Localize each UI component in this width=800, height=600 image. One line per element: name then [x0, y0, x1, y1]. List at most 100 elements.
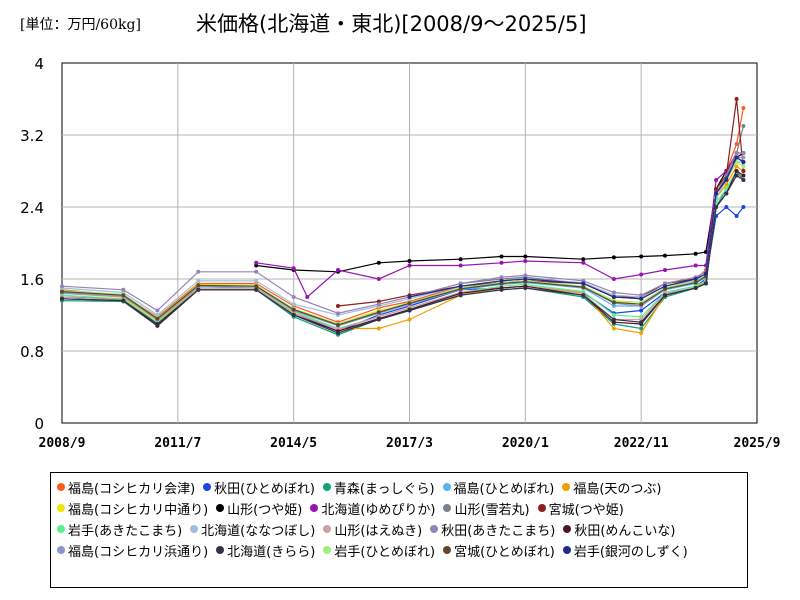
data-point [499, 287, 504, 292]
data-point [155, 322, 160, 326]
legend-item: 山形(雪若丸) [443, 500, 530, 518]
legend-marker [310, 504, 319, 512]
data-point [693, 277, 698, 281]
x-tick-label: 2022/11 [614, 436, 669, 451]
y-tick-label: 3.2 [20, 127, 44, 145]
legend-item: 宮城(つや姫) [537, 500, 624, 518]
series-layer [60, 97, 746, 337]
legend-marker [562, 546, 571, 554]
data-point [336, 322, 340, 327]
legend-item: 秋田(ひとめぼれ) [203, 479, 315, 497]
legend-marker [203, 483, 212, 491]
data-point [734, 173, 739, 178]
data-point [639, 302, 644, 307]
legend-label: 北海道(ゆめぴりか) [321, 502, 436, 518]
x-tick-label: 2025/9 [734, 436, 781, 451]
legend-label: 岩手(銀河のしずく) [573, 544, 688, 560]
data-point [734, 97, 739, 101]
data-point [523, 259, 528, 263]
data-point [523, 277, 528, 281]
data-point [458, 263, 463, 268]
data-point [121, 287, 126, 292]
data-point [499, 275, 504, 280]
data-point [196, 283, 201, 288]
x-tick-label: 2014/5 [270, 436, 317, 451]
data-point [291, 302, 296, 307]
legend-marker [443, 546, 452, 554]
legend-label: 青森(まっしぐら) [333, 481, 435, 497]
legend-label: 北海道(ななつぼし) [201, 523, 316, 539]
data-point [523, 254, 528, 259]
data-point [254, 278, 259, 283]
data-point [581, 257, 586, 262]
data-point [639, 293, 644, 298]
legend-item: 岩手(あきたこまち) [57, 521, 182, 539]
data-point [724, 191, 729, 196]
data-point [60, 284, 64, 289]
data-point [305, 295, 310, 299]
data-point [663, 284, 667, 289]
data-point [121, 293, 126, 298]
data-point [60, 296, 64, 301]
legend-item: 山形(はえぬき) [323, 521, 422, 539]
data-point [703, 281, 708, 286]
data-point [611, 295, 616, 299]
legend-marker [216, 504, 225, 512]
legend-item: 秋田(あきたこまち) [430, 521, 555, 539]
data-point [254, 269, 259, 274]
series-7 [254, 151, 746, 299]
legend-marker [57, 525, 65, 533]
data-point [663, 268, 667, 272]
data-point [376, 326, 381, 331]
line-chart: 0 0.8 1.6 2.4 3.2 4 2008/9 2011/7 2014/5 2017/3 20… [20, 55, 781, 451]
data-point [458, 284, 463, 289]
legend-marker [323, 525, 332, 533]
data-point [291, 266, 296, 271]
data-point [376, 317, 381, 322]
data-point [291, 313, 296, 317]
series-line [409, 156, 744, 300]
data-point [639, 308, 644, 313]
data-point [663, 253, 667, 258]
data-point [663, 293, 667, 298]
data-point [407, 308, 412, 313]
legend-marker [562, 483, 571, 491]
legend-label: 福島(コシヒカリ会津) [68, 481, 196, 497]
data-point [581, 285, 586, 290]
data-point [407, 301, 412, 306]
data-point [336, 311, 340, 316]
data-point [724, 178, 729, 182]
legend-label: 北海道(きらら) [227, 544, 316, 560]
data-point [639, 320, 644, 325]
data-point [741, 169, 746, 173]
data-point [611, 326, 616, 331]
legend-marker [430, 525, 439, 533]
data-point [703, 271, 708, 276]
data-point [741, 173, 746, 178]
legend-marker [537, 504, 546, 512]
legend-label: 岩手(ひとめぼれ) [334, 544, 436, 560]
data-point [291, 295, 296, 299]
legend: 福島(コシヒカリ会津) 秋田(ひとめぼれ) 青森(まっしぐら) 福島(ひとめぼれ) 福島… [50, 472, 748, 588]
legend-marker [57, 546, 65, 554]
data-point [611, 290, 616, 295]
data-point [581, 293, 586, 298]
legend-item: 福島(コシヒカリ浜通り) [57, 542, 208, 560]
data-point [724, 182, 729, 187]
x-tick-label: 2008/9 [39, 436, 86, 451]
data-point [734, 151, 739, 155]
data-point [741, 106, 746, 110]
data-point [611, 300, 616, 305]
legend-label: 福島(ひとめぼれ) [453, 481, 555, 497]
unit-label: [単位：万円/60kg] [20, 17, 141, 33]
data-point [693, 286, 698, 290]
legend-marker [563, 525, 572, 533]
legend-marker [57, 483, 65, 491]
data-point [407, 259, 412, 263]
data-point [581, 281, 586, 286]
y-tick-label: 0.8 [20, 343, 44, 361]
legend-item: 福島(コシヒカリ会津) [57, 479, 196, 497]
data-point [741, 178, 746, 182]
data-point [741, 155, 746, 160]
series-line [61, 174, 744, 334]
